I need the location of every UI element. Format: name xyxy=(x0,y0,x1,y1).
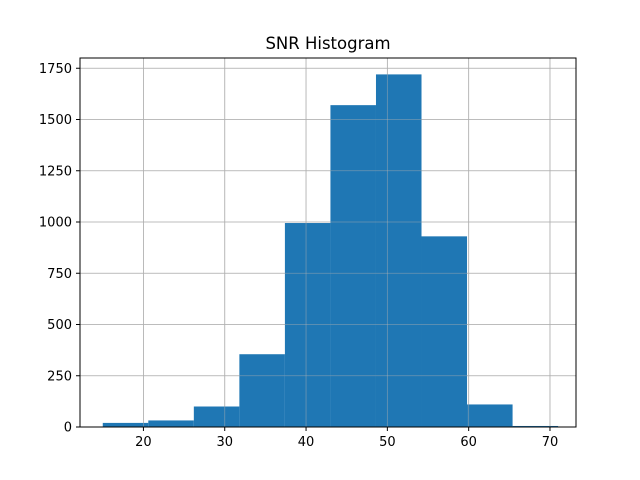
histogram-bar xyxy=(421,236,468,427)
chart-title: SNR Histogram xyxy=(265,34,390,53)
histogram-bar xyxy=(284,223,331,427)
x-tick-label: 40 xyxy=(298,435,315,450)
grid-lines-over-bars xyxy=(80,58,576,428)
y-tick-label: 750 xyxy=(47,267,72,282)
histogram-bar xyxy=(330,105,376,428)
y-tick-label: 1500 xyxy=(39,113,72,128)
histogram-bar xyxy=(239,354,285,427)
histogram-bar xyxy=(148,420,194,427)
x-tick-label: 60 xyxy=(460,435,477,450)
plot-frame xyxy=(79,57,577,428)
histogram-bar xyxy=(102,422,149,427)
x-tick-label: 20 xyxy=(135,435,152,450)
y-tick-label: 1250 xyxy=(39,164,72,179)
axis-ticks: 20 30 40 50 60 70 0 250 500 750 1000 1250 1500 1750 xyxy=(39,62,558,450)
x-tick-label: 30 xyxy=(216,435,233,450)
y-tick-label: 0 xyxy=(64,421,72,436)
x-tick-label: 70 xyxy=(542,435,559,450)
histogram-bar xyxy=(467,404,513,427)
histogram-bar xyxy=(193,406,240,427)
histogram-bar xyxy=(375,74,422,428)
histogram-bars xyxy=(102,74,559,428)
y-tick-label: 250 xyxy=(47,369,72,384)
y-tick-label: 500 xyxy=(47,318,72,333)
histogram-bar xyxy=(512,425,559,427)
y-tick-label: 1750 xyxy=(39,62,72,77)
y-tick-label: 1000 xyxy=(39,216,72,231)
x-tick-label: 50 xyxy=(379,435,396,450)
